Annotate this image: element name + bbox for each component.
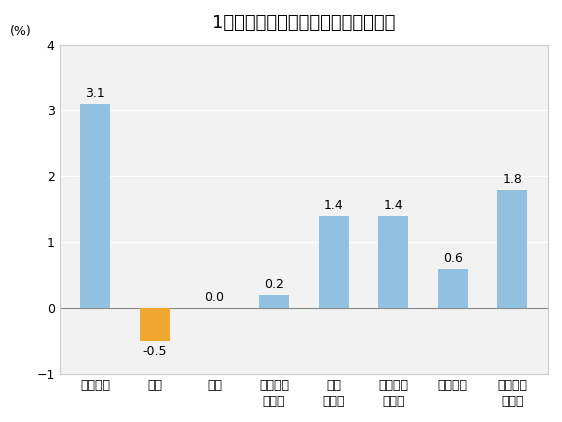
Text: 0.6: 0.6 [443,252,463,265]
Text: 1.4: 1.4 [383,199,403,212]
Text: 3.1: 3.1 [85,87,105,100]
Bar [438,269,468,308]
Text: -0.5: -0.5 [143,345,167,358]
Bar [319,216,348,308]
Y-axis label: (%): (%) [10,25,31,38]
Text: 0.0: 0.0 [205,291,224,304]
Title: 1月份居民消费价格分类别环比涨跌幅: 1月份居民消费价格分类别环比涨跌幅 [212,14,396,32]
Bar [140,308,170,341]
Text: 1.8: 1.8 [502,173,522,186]
Bar [378,216,408,308]
Text: 1.4: 1.4 [324,199,343,212]
Bar [80,104,110,308]
Bar [497,189,527,308]
Text: 0.2: 0.2 [264,278,284,291]
Bar [259,295,289,308]
